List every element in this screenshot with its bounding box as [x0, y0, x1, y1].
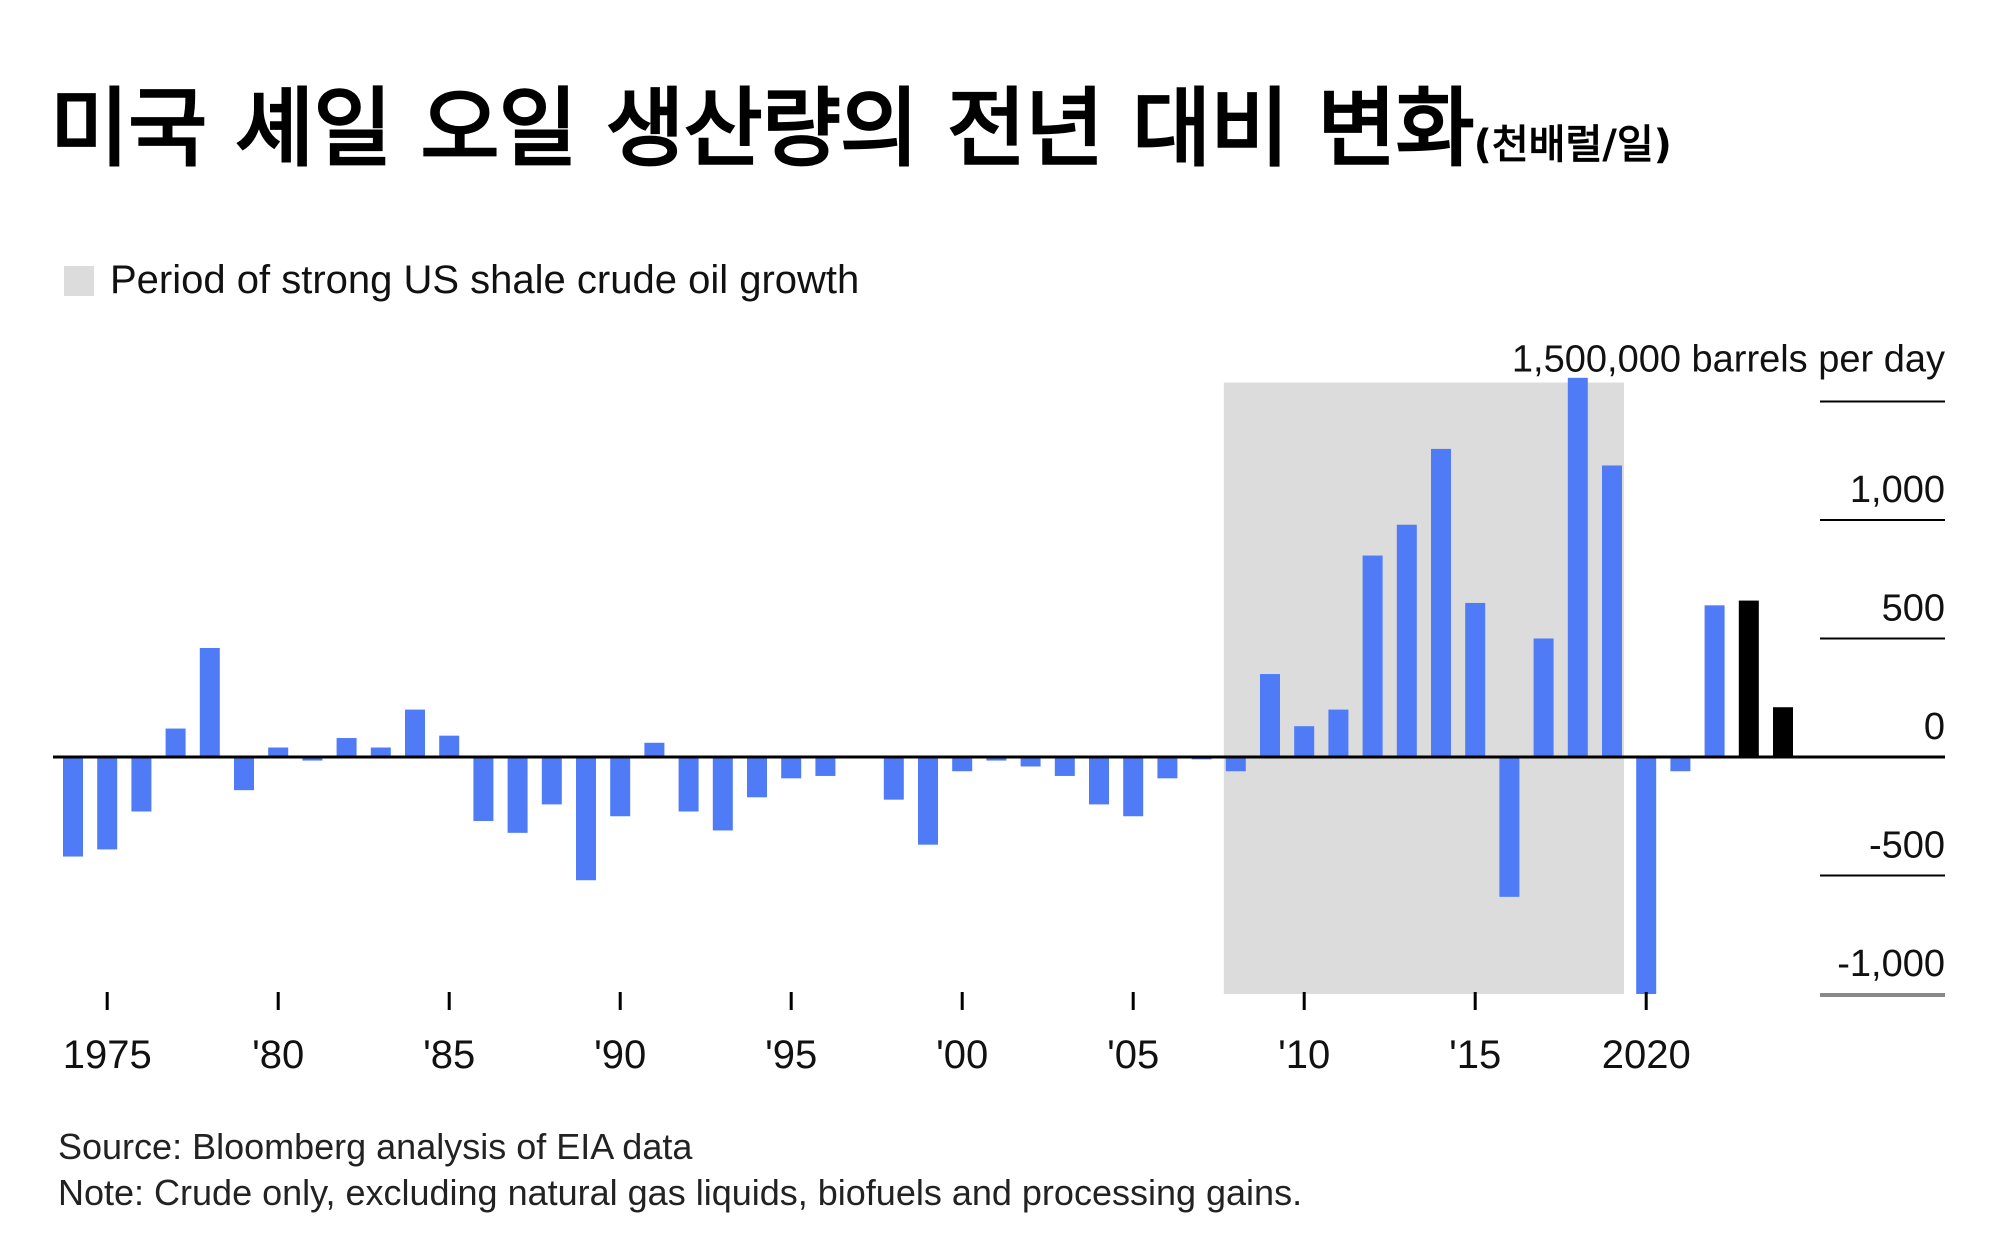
legend-swatch: [64, 265, 94, 296]
x-tick-label: '80: [252, 1033, 304, 1077]
bar-1974: [63, 757, 83, 857]
y-tick-label: 1,000: [1850, 469, 1945, 511]
x-tick-label: '95: [765, 1033, 817, 1077]
bar-1993: [712, 757, 733, 831]
title-main: 미국 셰일 오일 생산량의 전년 대비 변화: [50, 79, 1475, 179]
bar-2017: [1533, 638, 1554, 757]
y-tick-label: -500: [1869, 825, 1945, 867]
footnote: Note: Crude only, excluding natural gas …: [58, 1172, 1303, 1213]
chart-title: 미국 셰일 오일 생산량의 전년 대비 변화(천배럴/일): [50, 58, 1672, 183]
x-tick-label: 2020: [1602, 1033, 1691, 1077]
bar-2016: [1499, 757, 1520, 897]
bar-1990: [610, 757, 631, 817]
legend: Period of strong US shale crude oil grow…: [64, 258, 859, 303]
bar-1987: [507, 757, 528, 833]
bar-2001: [986, 757, 1007, 761]
x-tick-label: '00: [936, 1033, 988, 1077]
bar-2020: [1636, 757, 1657, 994]
bar-1976: [131, 757, 152, 812]
bar-1985: [439, 735, 460, 757]
title-unit: (천배럴/일): [1473, 122, 1672, 168]
y-tick-label: -1,000: [1837, 943, 1945, 985]
bar-2014: [1431, 448, 1451, 757]
y-tick-label: 500: [1882, 588, 1945, 630]
x-tick-label: '10: [1278, 1033, 1330, 1077]
bar-2005: [1123, 757, 1144, 817]
bar-2002: [1020, 757, 1041, 767]
bar-1992: [678, 757, 699, 812]
x-tick-label: 1975: [63, 1033, 152, 1077]
bar-2021: [1670, 757, 1691, 772]
bar-2008: [1225, 757, 1246, 772]
bar-1988: [541, 757, 562, 805]
bar-1980: [268, 747, 289, 757]
bar-1975: [97, 757, 118, 850]
chart-notes: Source: Bloomberg analysis of EIA data N…: [58, 1124, 1302, 1216]
bar-2018: [1567, 377, 1588, 757]
source-note: Source: Bloomberg analysis of EIA data: [58, 1126, 693, 1167]
bar-2010: [1294, 726, 1315, 757]
bar-1991: [644, 742, 665, 757]
bar-1984: [405, 709, 425, 757]
legend-label: Period of strong US shale crude oil grow…: [110, 258, 860, 302]
bar-1981: [302, 757, 323, 761]
bar-2013: [1396, 524, 1417, 757]
bar-2011: [1328, 709, 1349, 757]
bar-2015: [1465, 602, 1486, 757]
bar-1998: [883, 757, 904, 800]
bar-2000: [952, 757, 973, 772]
bar-2006: [1157, 757, 1178, 779]
bar-2003: [1054, 757, 1075, 776]
bar-2004: [1089, 757, 1109, 805]
x-tick-label: '15: [1449, 1033, 1501, 1077]
bar-2024: [1773, 707, 1793, 757]
bar-1999: [918, 757, 938, 845]
bar-1995: [781, 757, 802, 779]
bar-2009: [1260, 674, 1280, 757]
bar-1994: [747, 757, 767, 798]
x-tick-label: '05: [1107, 1033, 1159, 1077]
shaded-period: [1223, 382, 1624, 994]
y-tick-label: 0: [1924, 706, 1945, 748]
bar-1989: [576, 757, 596, 881]
x-tick-label: '90: [594, 1033, 646, 1077]
bar-1978: [199, 647, 220, 757]
bar-2022: [1704, 605, 1725, 757]
bar-1983: [370, 747, 391, 757]
x-tick-label: '85: [423, 1033, 475, 1077]
bar-1986: [473, 757, 494, 821]
bar-2012: [1362, 555, 1383, 757]
y-tick-label: 1,500,000 barrels per day: [1512, 339, 1945, 381]
bar-1977: [165, 728, 186, 757]
bar-1996: [815, 757, 836, 776]
bar-2023: [1738, 600, 1759, 757]
bar-1982: [336, 738, 357, 757]
bar-1979: [234, 757, 254, 791]
bar-2019: [1602, 465, 1622, 757]
